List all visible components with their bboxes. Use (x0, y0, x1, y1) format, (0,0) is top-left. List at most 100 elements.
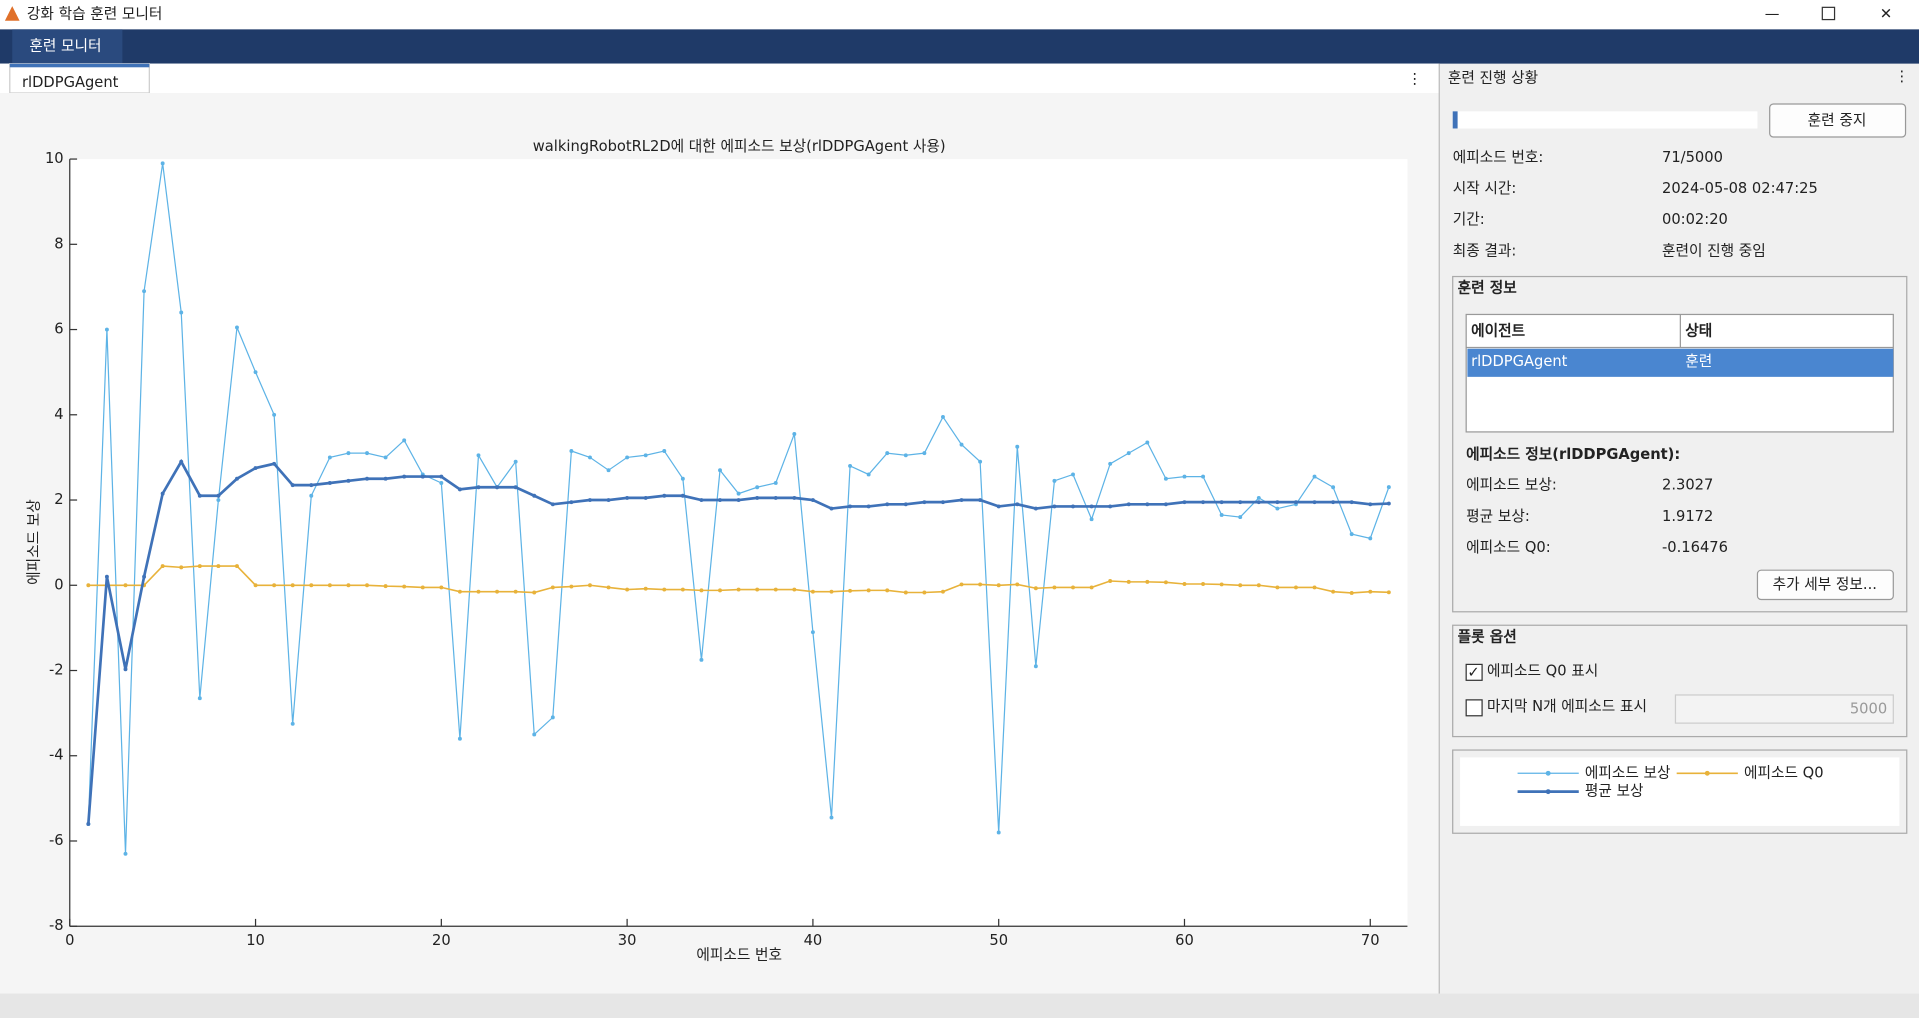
point (829, 506, 834, 511)
point (1368, 536, 1373, 541)
tab-label[interactable]: rlDDPGAgent (22, 74, 119, 91)
menu-tab[interactable] (12, 29, 123, 64)
last-n-checkbox[interactable] (1465, 699, 1483, 717)
point (253, 583, 258, 588)
point (309, 493, 314, 498)
point (736, 498, 741, 502)
point (755, 495, 760, 500)
chart-title: walkingRobotRL2D에 대한 에피소드 보상(rlDDPGAgent… (533, 138, 946, 155)
point (1331, 589, 1336, 594)
point (235, 564, 239, 569)
point (1201, 582, 1206, 586)
point (123, 667, 128, 672)
point (1238, 515, 1243, 520)
point (569, 584, 574, 589)
point (569, 500, 574, 505)
point (1386, 590, 1391, 595)
point (1071, 585, 1075, 590)
table-cell[interactable]: rlDDPGAgent (1471, 353, 1568, 370)
point (104, 574, 109, 579)
legend-label: 에피소드 Q0 (1744, 764, 1824, 781)
point (1126, 579, 1131, 584)
point (309, 483, 314, 488)
point (941, 414, 945, 419)
progress-fill (1452, 111, 1458, 129)
point (606, 585, 611, 590)
details-button[interactable] (1756, 569, 1894, 601)
maximize[interactable] (1821, 6, 1836, 21)
point (86, 821, 91, 826)
point (866, 472, 871, 477)
point (810, 630, 815, 635)
point (1182, 582, 1187, 586)
menu-label[interactable]: 훈련 모니터 (29, 37, 101, 54)
point (1052, 478, 1057, 483)
point (1275, 585, 1280, 590)
point (606, 498, 611, 502)
point (959, 498, 964, 502)
tab-menu[interactable]: ⋮ (1407, 71, 1422, 88)
point (1293, 500, 1298, 505)
point (1331, 500, 1336, 505)
point (978, 498, 983, 502)
stop-button-label[interactable]: 훈련 중지 (1808, 112, 1867, 129)
status-label: 에피소드 번호: (1453, 149, 1544, 166)
point (922, 500, 927, 505)
stop-button[interactable] (1769, 103, 1907, 138)
point (346, 583, 351, 588)
point (662, 587, 667, 592)
point (532, 493, 537, 498)
point (1219, 582, 1224, 587)
point (327, 583, 332, 588)
point (1275, 500, 1280, 505)
minimize[interactable]: — (1765, 6, 1780, 23)
y-tick-label: -8 (49, 917, 64, 934)
point (495, 485, 500, 490)
point (773, 587, 778, 592)
point (866, 504, 871, 509)
close[interactable]: ✕ (1880, 6, 1892, 23)
x-tick-label: 40 (804, 932, 823, 949)
x-tick-label: 50 (989, 932, 1008, 949)
point (1126, 451, 1131, 456)
point (1256, 500, 1261, 505)
point (996, 830, 1001, 835)
point (272, 461, 277, 466)
point (365, 451, 369, 456)
point (848, 588, 853, 593)
q0-option[interactable]: 에피소드 Q0 표시 (1487, 663, 1598, 680)
panel-menu[interactable]: ⋮ (1895, 68, 1910, 85)
n-input-value[interactable]: 5000 (1850, 701, 1887, 718)
point (680, 587, 685, 592)
tab[interactable] (9, 63, 150, 94)
q0-checkbox[interactable] (1465, 663, 1483, 681)
q0-checkmark: ✓ (1467, 664, 1479, 681)
point (810, 498, 815, 502)
status-value: 00:02:20 (1662, 211, 1728, 228)
table-row[interactable] (1467, 348, 1894, 377)
table-cell[interactable]: 훈련 (1685, 353, 1712, 370)
point (1368, 502, 1373, 507)
point (903, 590, 908, 595)
episode-label: 에피소드 보상: (1466, 477, 1557, 494)
last-n-option[interactable]: 마지막 N개 에피소드 표시 (1487, 698, 1647, 715)
point (550, 585, 555, 590)
point (718, 468, 722, 473)
legend-dot (1545, 770, 1551, 776)
point (885, 451, 890, 456)
point (1015, 582, 1020, 587)
x-label: 에피소드 번호 (696, 947, 782, 964)
point (179, 565, 184, 570)
point (272, 412, 277, 417)
point (123, 583, 128, 588)
x-tick-label: 30 (618, 932, 637, 949)
n-input[interactable] (1674, 694, 1894, 724)
point (365, 476, 369, 481)
point (1312, 500, 1317, 505)
point (1219, 512, 1224, 517)
details-button-label[interactable]: 추가 세부 정보... (1773, 576, 1877, 593)
progress-track (1452, 111, 1758, 129)
point (1033, 664, 1038, 669)
y-tick-label: 0 (54, 576, 63, 593)
y-tick-label: -2 (49, 662, 64, 679)
